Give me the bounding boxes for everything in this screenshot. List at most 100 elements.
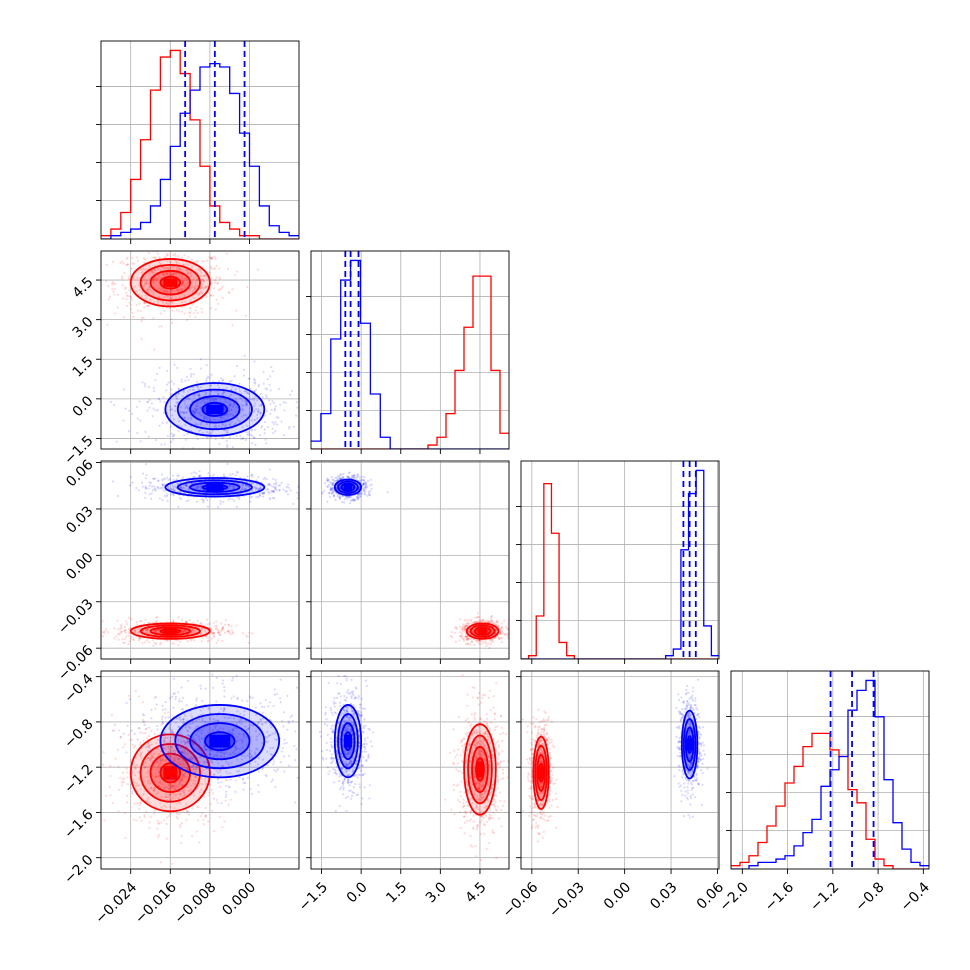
scatter-point	[199, 632, 202, 636]
scatter-point	[274, 483, 278, 486]
hist-step-red	[521, 483, 719, 659]
scatter-point	[340, 477, 343, 480]
scatter-point	[172, 784, 175, 787]
scatter-point	[167, 253, 170, 256]
scatter-point	[199, 358, 202, 361]
scatter-point	[186, 785, 189, 788]
scatter-point	[191, 631, 195, 634]
scatter-point	[240, 403, 243, 406]
scatter-point	[186, 272, 189, 275]
scatter-point	[176, 817, 179, 820]
scatter-point	[248, 485, 251, 488]
scatter-point	[305, 486, 307, 488]
scatter-point	[250, 495, 254, 499]
scatter-point	[228, 395, 231, 398]
scatter-point	[149, 782, 152, 785]
scatter-point	[106, 323, 109, 327]
scatter-point	[334, 498, 337, 502]
scatter-point	[149, 299, 152, 302]
scatter-point	[238, 420, 241, 423]
scatter-point	[200, 307, 203, 310]
scatter-point	[274, 486, 277, 489]
scatter-point	[207, 636, 210, 639]
scatter-point	[169, 408, 172, 412]
scatter-point	[172, 642, 175, 645]
scatter-point	[155, 620, 158, 623]
scatter-point	[141, 793, 144, 796]
scatter-point	[173, 409, 177, 413]
scatter-point	[330, 492, 333, 495]
scatter-point	[254, 486, 257, 489]
scatter-point	[166, 499, 169, 503]
scatter-point	[225, 445, 229, 448]
scatter-point	[353, 498, 356, 501]
scatter-point	[262, 717, 265, 720]
scatter-point	[174, 260, 178, 263]
scatter-point	[245, 736, 249, 739]
scatter-point	[499, 632, 502, 635]
scatter-point	[139, 753, 142, 757]
scatter-point	[246, 392, 250, 395]
scatter-point	[165, 252, 168, 256]
scatter-point	[174, 272, 178, 275]
scatter-point	[185, 818, 188, 821]
scatter-point	[251, 473, 254, 476]
scatter-point	[241, 487, 244, 490]
scatter-point	[105, 263, 108, 266]
scatter-point	[156, 486, 160, 490]
scatter-point	[489, 621, 492, 624]
density-core-blue	[206, 404, 224, 415]
scatter-point	[245, 481, 249, 484]
scatter-point	[346, 497, 349, 500]
scatter-point	[353, 476, 356, 479]
scatter-point	[111, 287, 114, 290]
scatter-point	[168, 787, 171, 791]
scatter-point	[187, 417, 190, 420]
scatter-point	[195, 411, 198, 414]
scatter-point	[157, 629, 160, 632]
scatter-point	[186, 263, 189, 267]
scatter-point	[204, 806, 207, 809]
hist-panel-3: −2.0 −1.6 −1.2 −0.8 −0.4	[717, 670, 933, 915]
contour-red	[469, 624, 496, 638]
scatter-point	[133, 744, 137, 747]
scatter-point	[186, 390, 190, 393]
scatter-point	[140, 295, 143, 298]
scatter-point	[259, 485, 262, 488]
scatter-point	[262, 370, 265, 374]
scatter-point	[228, 497, 231, 500]
scatter-point	[102, 630, 105, 634]
scatter-point	[222, 751, 225, 754]
scatter-point	[148, 385, 151, 389]
scatter-point	[494, 631, 498, 634]
scatter-point	[165, 495, 169, 498]
scatter-point	[481, 640, 484, 643]
scatter-point	[251, 475, 254, 478]
scatter-point	[362, 482, 365, 486]
scatter-point	[173, 252, 177, 255]
scatter-point	[163, 711, 167, 715]
scatter-point	[193, 287, 197, 290]
scatter-point	[253, 404, 256, 407]
scatter-point	[225, 784, 228, 787]
scatter-point	[172, 488, 175, 492]
scatter-point	[460, 635, 463, 639]
scatter-point	[248, 695, 251, 698]
scatter-point	[117, 638, 120, 641]
scatter-point	[220, 629, 223, 632]
scatter-point	[217, 631, 220, 634]
scatter-point	[243, 399, 246, 402]
scatter-point	[171, 796, 174, 800]
scatter-point	[464, 626, 467, 629]
scatter-point	[458, 625, 462, 628]
scatter-point	[126, 801, 129, 804]
scatter-point	[174, 404, 177, 408]
scatter-point	[185, 376, 188, 379]
scatter-point	[155, 760, 158, 763]
scatter-point	[363, 482, 366, 485]
scatter-point	[181, 784, 184, 787]
scatter-point	[338, 477, 341, 480]
scatter-point	[491, 630, 494, 633]
scatter-point	[271, 485, 274, 488]
scatter-point	[252, 724, 255, 727]
